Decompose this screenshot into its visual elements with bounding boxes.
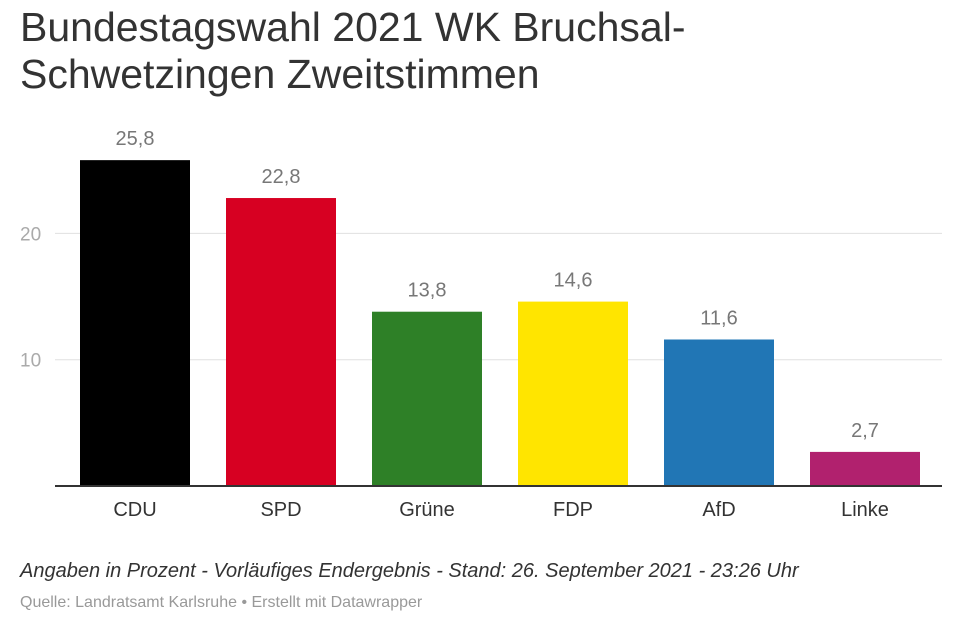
chart-title: Bundestagswahl 2021 WK Bruchsal-Schwetzi… [20,4,686,97]
x-tick-label: CDU [113,499,156,521]
x-tick-label: SPD [260,499,301,521]
data-label: 14,6 [554,270,593,292]
bar-afd [664,339,774,486]
x-tick-label: Linke [841,499,889,521]
y-tick-label: 20 [20,224,41,245]
bar-grüne [372,311,482,486]
data-label: 22,8 [262,166,301,188]
bar-spd [226,198,336,486]
y-tick-label: 10 [20,351,41,372]
data-label: 13,8 [408,280,447,302]
x-tick-label: Grüne [399,499,455,521]
x-tick-label: AfD [702,499,735,521]
data-label: 11,6 [700,307,737,329]
bar-fdp [518,301,628,486]
bar-cdu [80,160,190,486]
chart-source: Quelle: Landratsamt Karlsruhe • Erstellt… [20,594,423,611]
bar-linke [810,451,920,486]
data-label: 25,8 [116,128,155,150]
chart-notes: Angaben in Prozent - Vorläufiges Enderge… [20,560,799,582]
x-tick-label: FDP [553,499,593,521]
data-label: 2,7 [851,420,879,442]
